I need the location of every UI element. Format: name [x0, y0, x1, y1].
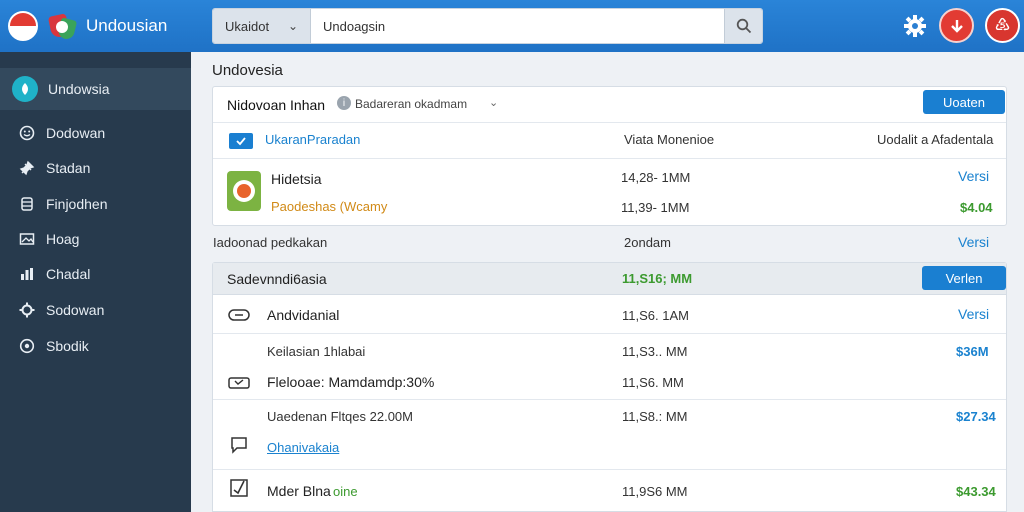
sidebar-item-chadal[interactable]: Chadal — [0, 257, 191, 291]
item-subtitle: Paodeshas (Wcamy — [271, 199, 388, 214]
row-value: 11,S6. MM — [622, 375, 684, 390]
profile-button[interactable]: ♷ — [985, 8, 1020, 43]
top-bar: Undousian Ukaidot ⌄ ♷ — [0, 0, 1024, 52]
item-value-primary: 14,28- 1MM — [621, 170, 691, 185]
row-price: $27.34 — [956, 409, 996, 424]
row-value: 11,S6. 1AM — [622, 308, 689, 323]
search-icon — [736, 18, 751, 34]
card-header: Sadevnndi6asia 11,S16; MM Verlen — [213, 263, 1006, 295]
row-name[interactable]: Uaedenan Fltqes 22.00M — [267, 409, 413, 424]
row-name-link[interactable]: Ohanivakaia — [267, 440, 340, 455]
image-icon — [18, 230, 36, 248]
brand-logo-icon — [47, 11, 78, 41]
row-version-link[interactable]: Versi — [958, 306, 990, 322]
sidebar-item-label: Dodowan — [46, 125, 106, 141]
sidebar: Undowsia Dodowan Stadan Finjodhen Hoag C… — [0, 52, 191, 512]
item-name[interactable]: Hidetsia — [271, 171, 322, 187]
link-icon — [227, 305, 251, 325]
info-icon[interactable]: i — [337, 96, 351, 110]
leaf-icon — [12, 76, 38, 102]
chevron-down-icon: ⌄ — [287, 19, 298, 33]
search-bar: Ukaidot ⌄ — [212, 8, 763, 44]
row-value: 11,S3.. MM — [622, 344, 688, 359]
view-button[interactable]: Verlen — [922, 266, 1006, 290]
smiley-icon — [18, 124, 36, 142]
divider — [213, 399, 1006, 400]
pin-icon — [18, 159, 36, 177]
row-value: 11,9S6 MM — [622, 484, 688, 499]
sidebar-item-label: Sodowan — [46, 302, 105, 318]
search-button[interactable] — [724, 9, 762, 43]
row-name[interactable]: Andvidanial — [267, 307, 340, 323]
settings-button[interactable] — [903, 14, 927, 43]
gear-icon — [904, 15, 926, 37]
sidebar-item-finjodhen[interactable]: Finjodhen — [0, 187, 191, 221]
page-title: Undovesia — [212, 62, 283, 79]
target-icon — [18, 337, 36, 355]
card-subtitle-dropdown[interactable]: Badareran okadmam — [355, 97, 468, 111]
card-header: Nidovoan Inhan i Badareran okadmam ⌄ Uoa… — [213, 87, 1006, 123]
divider — [213, 469, 1006, 470]
summary-label: Iadoonad pedkakan — [213, 235, 328, 250]
sidebar-item-dodowan[interactable]: Dodowan — [0, 116, 191, 150]
sidebar-item-stadan[interactable]: Stadan — [0, 151, 191, 185]
row-name[interactable]: Mder Blna — [267, 483, 331, 499]
app-icon — [227, 171, 261, 211]
row-price: $43.34 — [956, 484, 996, 499]
brand-name: Undousian — [86, 16, 168, 35]
item-price: $4.04 — [960, 200, 993, 215]
card-title: Sadevnndi6asia — [227, 271, 327, 287]
download-button[interactable] — [939, 8, 974, 43]
column-header-value[interactable]: Viata Monenioe — [624, 132, 715, 147]
item-value-secondary: 11,39- 1MM — [621, 200, 690, 215]
card-title: Nidovoan Inhan — [227, 97, 326, 113]
column-header-name[interactable]: UkaranPraradan — [265, 132, 361, 147]
sidebar-item-label: Undowsia — [48, 81, 110, 97]
gear-icon — [18, 301, 36, 319]
chat-icon — [227, 435, 251, 455]
search-scope-label: Ukaidot — [225, 18, 270, 34]
row-value: 11,S8.: MM — [622, 409, 688, 424]
sidebar-item-label: Chadal — [46, 266, 91, 282]
details-card: Sadevnndi6asia 11,S16; MM Verlen Andvida… — [212, 262, 1007, 512]
summary-value: 2ondam — [624, 235, 671, 250]
sidebar-item-hoag[interactable]: Hoag — [0, 222, 191, 256]
flag-icon — [8, 11, 38, 41]
row-name-suffix: oine — [333, 484, 358, 499]
overview-card: Nidovoan Inhan i Badareran okadmam ⌄ Uoa… — [212, 86, 1007, 226]
sidebar-item-sbodik[interactable]: Sbodik — [0, 329, 191, 363]
chart-icon — [18, 265, 36, 283]
search-scope-dropdown[interactable]: Ukaidot ⌄ — [213, 9, 311, 43]
brand[interactable]: Undousian — [8, 8, 167, 44]
summary-version-link[interactable]: Versi — [958, 234, 990, 250]
check-box-icon[interactable] — [227, 478, 251, 498]
sidebar-item-label: Finjodhen — [46, 196, 108, 212]
row-name[interactable]: Flelooae: Mamdamdp:30% — [267, 374, 435, 390]
sidebar-item-sodowan[interactable]: Sodowan — [0, 293, 191, 327]
arrow-down-icon — [950, 19, 963, 33]
card-total: 11,S16; MM — [622, 271, 693, 286]
column-header-status[interactable]: Uodalit a Afadentala — [877, 132, 994, 147]
row-name[interactable]: Keilasian 1hlabai — [267, 344, 366, 359]
sidebar-item-label: Hoag — [46, 231, 80, 247]
row-price: $36M — [956, 344, 989, 359]
sidebar-item-label: Stadan — [46, 160, 91, 176]
ticket-icon — [227, 373, 251, 393]
chevron-down-icon: ⌄ — [489, 97, 499, 109]
item-version-link[interactable]: Versi — [958, 168, 990, 184]
search-input[interactable] — [311, 9, 724, 43]
divider — [213, 333, 1006, 334]
app-badge-icon: ♷ — [994, 15, 1011, 35]
database-icon — [18, 195, 36, 213]
sidebar-item-active[interactable]: Undowsia — [0, 68, 191, 110]
sidebar-item-label: Sbodik — [46, 338, 89, 354]
screen-icon — [229, 133, 253, 149]
column-header-row — [213, 123, 1006, 159]
update-button[interactable]: Uoaten — [923, 90, 1005, 114]
